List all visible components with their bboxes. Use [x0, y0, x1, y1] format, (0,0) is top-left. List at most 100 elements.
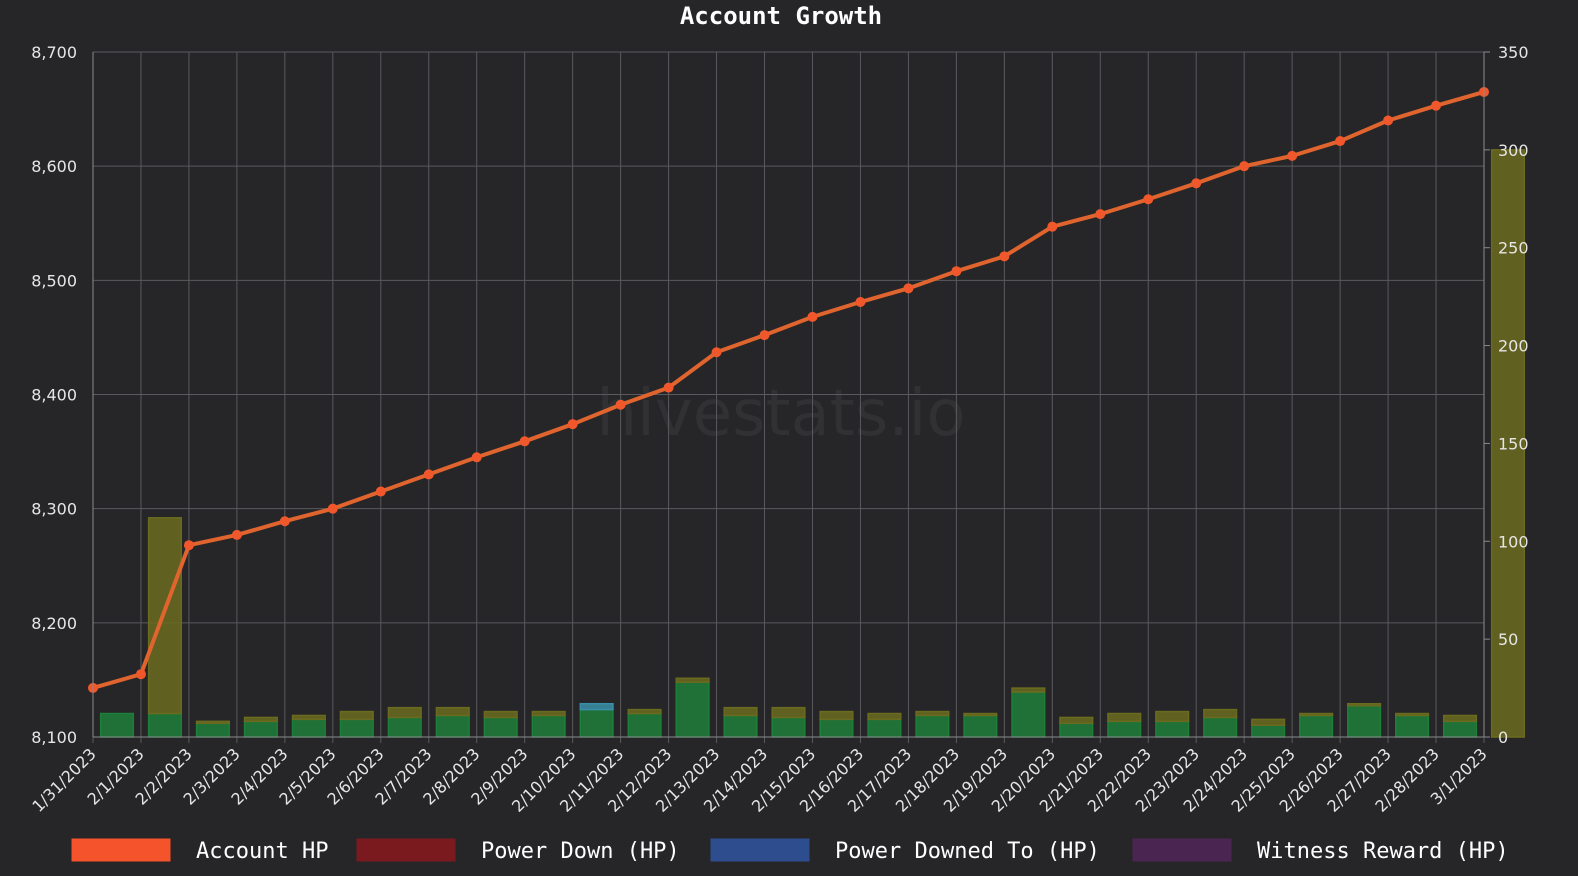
right-tick-label: 0 — [1498, 728, 1508, 747]
bar — [243, 716, 278, 723]
bar — [291, 718, 326, 738]
bar — [1394, 712, 1430, 717]
bar — [531, 710, 566, 717]
account-hp-point — [1239, 161, 1250, 172]
bar — [867, 712, 902, 721]
bar — [1011, 687, 1046, 693]
watermark: hivestats.io — [597, 377, 966, 451]
bar — [915, 710, 950, 717]
right-tick-label: 300 — [1498, 141, 1529, 160]
account-hp-point — [519, 436, 530, 447]
account-hp-point — [759, 330, 770, 341]
bar — [675, 677, 710, 683]
bar — [819, 718, 854, 738]
account-hp-point — [375, 486, 386, 497]
legend-label: Power Downed To (HP) — [835, 839, 1100, 864]
account-hp-point — [1191, 178, 1202, 189]
legend-swatch — [71, 838, 171, 862]
bar — [483, 710, 518, 719]
bar — [675, 681, 710, 738]
account-hp-point — [1143, 194, 1154, 205]
bar — [1490, 149, 1526, 738]
bar — [1059, 722, 1094, 738]
left-tick-label: 8,500 — [31, 271, 77, 290]
bar — [1251, 718, 1286, 727]
bar — [1011, 691, 1046, 738]
account-hp-point — [471, 452, 482, 463]
account-hp-point — [327, 503, 338, 514]
bar-series — [99, 149, 1526, 738]
account-hp-point — [1383, 115, 1394, 126]
account-hp-point — [1047, 221, 1058, 232]
bar — [819, 710, 854, 721]
left-tick-label: 8,400 — [31, 386, 77, 405]
account-hp-line-path — [92, 90, 1485, 690]
bar — [963, 712, 998, 717]
bar — [99, 712, 135, 738]
bar — [483, 716, 518, 738]
bar — [387, 706, 422, 719]
account-hp-point — [1095, 209, 1106, 220]
bar — [195, 722, 230, 738]
account-hp-point — [999, 251, 1010, 262]
left-tick-label: 8,100 — [31, 728, 77, 747]
account-hp-point — [951, 266, 962, 277]
bar — [1347, 704, 1382, 738]
bar — [1347, 702, 1382, 707]
account-hp-line — [88, 86, 1489, 693]
legend-label: Power Down (HP) — [481, 839, 680, 864]
grid-lines — [92, 51, 1485, 743]
x-tick-label: 1/31/2023 — [28, 744, 99, 815]
bar — [1442, 714, 1478, 723]
left-tick-label: 8,600 — [31, 157, 77, 176]
left-tick-label: 8,300 — [31, 500, 77, 519]
legend-label: Account HP — [196, 839, 328, 864]
account-hp-point — [855, 297, 866, 308]
bar — [627, 708, 662, 715]
bar — [627, 712, 662, 738]
right-tick-label: 50 — [1498, 630, 1518, 649]
legend-swatch — [356, 838, 456, 862]
bar — [963, 714, 998, 738]
bar — [915, 714, 950, 738]
bar — [243, 720, 278, 738]
bar — [579, 702, 614, 711]
right-tick-label: 250 — [1498, 239, 1529, 258]
bar — [1059, 716, 1094, 725]
bar — [195, 720, 230, 725]
account-hp-point — [1335, 136, 1346, 147]
bar — [387, 716, 422, 738]
bar — [867, 718, 902, 738]
account-hp-point — [615, 399, 626, 410]
account-hp-point — [1287, 150, 1298, 161]
legend-swatch — [1132, 838, 1232, 862]
account-hp-point — [1431, 100, 1442, 111]
bar — [147, 712, 183, 738]
bar — [1203, 708, 1238, 719]
account-hp-point — [903, 283, 914, 294]
bar — [1155, 710, 1190, 723]
bar — [723, 706, 758, 717]
bar — [1394, 714, 1430, 738]
legend-swatch — [710, 838, 810, 862]
account-hp-point — [279, 516, 290, 527]
legend: Account HP Power Down (HP) Power Downed To… — [71, 838, 1509, 864]
account-hp-point — [567, 419, 578, 430]
bar — [1107, 712, 1142, 723]
bar — [531, 714, 566, 738]
bar — [1251, 724, 1286, 738]
bar — [1203, 716, 1238, 738]
left-tick-label: 8,700 — [31, 43, 77, 62]
account-hp-point — [807, 311, 818, 322]
left-tick-label: 8,200 — [31, 614, 77, 633]
bar — [435, 706, 470, 717]
bar — [1107, 720, 1142, 738]
bar — [771, 716, 806, 738]
right-tick-label: 100 — [1498, 532, 1529, 551]
account-hp-point — [663, 382, 674, 393]
legend-label: Witness Reward (HP) — [1257, 839, 1509, 864]
account-hp-point — [231, 529, 242, 540]
bar — [339, 710, 374, 721]
bar — [147, 517, 183, 715]
